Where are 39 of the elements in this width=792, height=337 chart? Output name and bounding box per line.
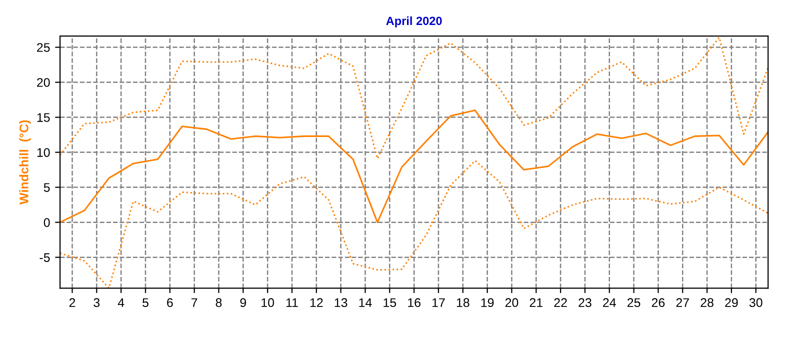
x-tick-label: 24 [603, 298, 616, 307]
line-series [60, 110, 768, 224]
x-tick-label: 9 [240, 298, 246, 308]
y-tick-label: 10 [37, 148, 50, 157]
x-tick-label: 7 [191, 298, 198, 307]
x-tick-label: 27 [676, 298, 689, 307]
x-tick-label: 21 [530, 298, 542, 307]
x-tick-label: 15 [384, 298, 396, 308]
x-tick-label: 18 [456, 298, 470, 308]
x-tick-label: 23 [578, 298, 592, 308]
x-tick-label: 13 [334, 298, 348, 308]
x-tick-label: 28 [700, 298, 714, 308]
x-tick-label: 8 [216, 298, 222, 308]
x-tick-label: 4 [118, 298, 124, 307]
x-tick-label: 5 [142, 298, 148, 308]
x-tick-label: 2 [69, 298, 76, 307]
x-tick-label: 30 [749, 298, 762, 308]
x-tick-label: 12 [310, 298, 323, 307]
x-tick-label: 17 [432, 298, 445, 307]
x-tick-label: 25 [627, 298, 640, 308]
x-tick-label: 10 [262, 298, 274, 308]
x-tick-label: 11 [286, 298, 298, 307]
x-tick-label: 22 [554, 298, 567, 307]
x-tick-label: 6 [167, 298, 173, 308]
x-tick-label: 29 [725, 298, 738, 308]
y-tick-label: 15 [37, 113, 50, 122]
chart-title: April 2020 [386, 16, 442, 28]
y-axis-title: Windchill (°C) [19, 120, 31, 204]
x-tick-label: 3 [94, 298, 100, 308]
y-tick-label: 5 [44, 183, 50, 192]
x-tick-label: 14 [359, 298, 372, 307]
x-tick-label: 16 [408, 298, 420, 308]
y-tick-label: 20 [37, 78, 50, 87]
x-tick-label: 19 [481, 298, 494, 308]
y-tick-label: -5 [40, 253, 50, 262]
y-tick-label: 25 [37, 43, 50, 52]
x-tick-label: 26 [652, 298, 665, 308]
y-tick-label: 0 [44, 218, 50, 227]
x-tick-label: 20 [505, 298, 518, 308]
